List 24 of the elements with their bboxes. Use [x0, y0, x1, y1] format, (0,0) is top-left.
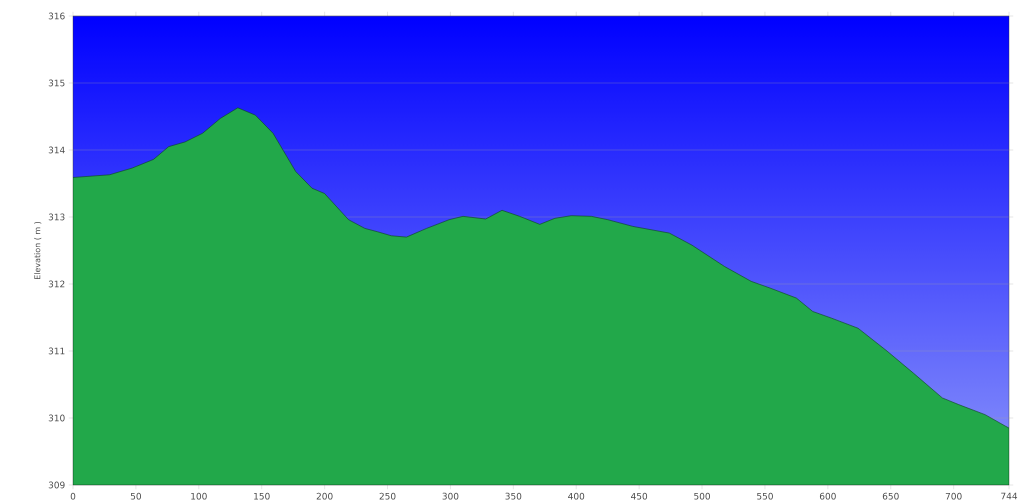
y-tick-label: 310	[48, 414, 65, 422]
x-tick-label: 150	[254, 492, 270, 500]
x-tick-label: 600	[819, 492, 836, 500]
x-tick-label: 100	[191, 492, 207, 500]
y-tick-label: 311	[48, 347, 65, 355]
y-tick-label: 316	[48, 12, 65, 20]
x-tick-label: 450	[631, 492, 648, 500]
x-tick-label: 700	[945, 492, 962, 500]
x-tick-label: 500	[694, 492, 710, 500]
y-tick-label: 312	[48, 280, 65, 288]
x-tick-label: 250	[379, 492, 396, 500]
y-tick-label: 309	[48, 481, 65, 489]
x-tick-label: 550	[757, 492, 773, 500]
x-tick-label: 50	[130, 492, 142, 500]
x-tick-label: 0	[70, 492, 76, 500]
x-tick-label: 650	[882, 492, 899, 500]
x-tick-label: 200	[316, 492, 333, 500]
x-tick-label: 300	[442, 492, 459, 500]
x-tick-label: 744	[1001, 492, 1018, 500]
x-tick-label: 400	[568, 492, 585, 500]
x-tick-label: 350	[505, 492, 522, 500]
y-tick-label: 313	[48, 213, 65, 221]
y-tick-label: 315	[48, 79, 65, 87]
y-tick-label: 314	[48, 146, 65, 154]
